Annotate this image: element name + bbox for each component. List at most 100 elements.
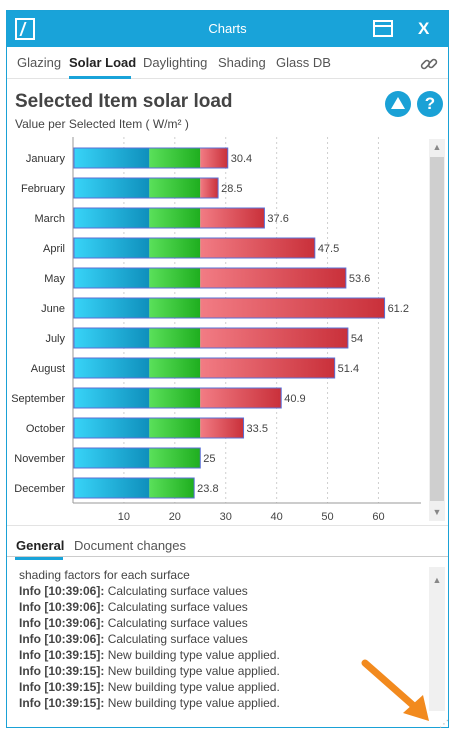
- x-tick-label: 50: [321, 511, 333, 523]
- bar-outline: [73, 327, 349, 349]
- orange-arrow-annotation: [361, 659, 429, 721]
- category-label: January: [26, 153, 66, 165]
- log-message: New building type value applied.: [104, 680, 280, 694]
- bar-segment-green: [149, 388, 201, 408]
- scroll-down-icon[interactable]: ▼: [432, 507, 442, 517]
- bar-value-label: 25: [203, 453, 215, 465]
- bar-segment-red: [200, 178, 219, 198]
- tab-document-changes[interactable]: Document changes: [74, 538, 187, 553]
- bar-segment-green: [149, 238, 201, 258]
- tab-glass-db[interactable]: Glass DB: [276, 55, 331, 70]
- bar-outline: [73, 177, 219, 199]
- maximize-icon[interactable]: [373, 20, 393, 37]
- tab-solar-load[interactable]: Solar Load: [69, 55, 137, 70]
- tab-general[interactable]: General: [16, 538, 65, 553]
- bar-outline: [73, 297, 386, 319]
- log-timestamp: Info [10:39:06]:: [19, 600, 105, 614]
- log-message: Calculating surface values: [104, 600, 248, 614]
- category-label: May: [44, 273, 65, 285]
- category-label: June: [41, 303, 65, 315]
- scroll-up-icon[interactable]: ▲: [432, 142, 442, 152]
- bar-segment-red: [200, 418, 244, 438]
- x-tick-label: 30: [220, 511, 232, 523]
- active-tab-indicator: [69, 76, 131, 79]
- bar-outline: [73, 477, 195, 499]
- tab-shading[interactable]: Shading: [218, 55, 266, 70]
- bar-value-label: 33.5: [247, 423, 268, 435]
- solar-load-chart: 10 20 30 40 50 60 January 30.4 February 28.5 March…: [11, 137, 421, 523]
- log-timestamp: Info [10:39:15]:: [19, 696, 105, 710]
- bar-value-label: 61.2: [388, 303, 409, 315]
- title-bar[interactable]: Charts X: [7, 11, 448, 47]
- log-entry: Info [10:39:15]: New building type value…: [19, 647, 419, 663]
- help-button[interactable]: ?: [417, 91, 443, 117]
- x-tick-label: 60: [372, 511, 384, 523]
- bar-outline: [73, 447, 201, 469]
- bar-segment-green: [149, 418, 201, 438]
- collapse-button[interactable]: [385, 91, 411, 117]
- log-entry: Info [10:39:06]: Calculating surface val…: [19, 599, 419, 615]
- bar-segment-red: [200, 328, 348, 348]
- charts-window: Charts X Glazing Solar Load Daylighting …: [6, 10, 449, 730]
- log-scrollbar[interactable]: ▲: [429, 567, 445, 711]
- bar-segment-red: [200, 388, 282, 408]
- category-label: December: [14, 483, 65, 495]
- bar-segment-red: [200, 268, 346, 288]
- bar-value-label: 23.8: [197, 483, 218, 495]
- log-timestamp: Info [10:39:15]:: [19, 664, 105, 678]
- bar-segment-blue: [74, 418, 150, 438]
- bar-segment-green: [149, 328, 201, 348]
- category-label: April: [43, 243, 65, 255]
- bar-outline: [73, 237, 316, 259]
- log-scroll-up-icon[interactable]: ▲: [432, 575, 442, 585]
- bar-outline: [73, 387, 282, 409]
- bar-value-label: 53.6: [349, 273, 370, 285]
- log-message: Calculating surface values: [104, 584, 248, 598]
- bar-segment-green: [149, 448, 201, 468]
- triangle-up-icon: [391, 97, 405, 109]
- panel-subtitle: Value per Selected Item ( W/m² ): [15, 117, 189, 131]
- bar-segment-blue: [74, 448, 150, 468]
- bar-segment-blue: [74, 388, 150, 408]
- log-timestamp: Info [10:39:06]:: [19, 632, 105, 646]
- bar-segment-blue: [74, 328, 150, 348]
- bar-segment-red: [200, 208, 265, 228]
- bar-value-label: 54: [351, 333, 363, 345]
- tab-daylighting[interactable]: Daylighting: [143, 55, 208, 70]
- bar-segment-green: [149, 268, 201, 288]
- log-message: Calculating surface values: [104, 632, 248, 646]
- category-label: October: [26, 423, 65, 435]
- x-tick-label: 10: [118, 511, 130, 523]
- chart-scrollbar[interactable]: ▲ ▼: [429, 139, 445, 521]
- bar-segment-blue: [74, 148, 150, 168]
- x-tick-label: 40: [271, 511, 283, 523]
- x-tick-label: 20: [169, 511, 181, 523]
- log-message: New building type value applied.: [104, 648, 280, 662]
- log-message: Calculating surface values: [104, 616, 248, 630]
- category-label: July: [45, 333, 65, 345]
- resize-grip-icon[interactable]: ⋰: [439, 719, 449, 730]
- bar-outline: [73, 417, 245, 439]
- category-label: February: [21, 183, 66, 195]
- bar-outline: [73, 357, 336, 379]
- bar-segment-red: [200, 148, 228, 168]
- close-button[interactable]: X: [418, 19, 430, 38]
- link-icon[interactable]: [419, 54, 439, 74]
- bar-outline: [73, 147, 229, 169]
- bar-segment-blue: [74, 208, 150, 228]
- log-entry: Info [10:39:15]: New building type value…: [19, 663, 419, 679]
- log-timestamp: Info [10:39:06]:: [19, 584, 105, 598]
- panel-title: Selected Item solar load: [15, 91, 233, 112]
- category-label: August: [31, 363, 65, 375]
- bar-segment-blue: [74, 478, 150, 498]
- category-label: March: [34, 213, 65, 225]
- bar-value-label: 37.6: [267, 213, 288, 225]
- bar-value-label: 40.9: [284, 393, 305, 405]
- log-entry: Info [10:39:06]: Calculating surface val…: [19, 583, 419, 599]
- chart-tabs: Glazing Solar Load Daylighting Shading G…: [7, 47, 448, 79]
- bar-value-label: 51.4: [338, 363, 359, 375]
- tab-glazing[interactable]: Glazing: [17, 55, 62, 70]
- bar-segment-blue: [74, 178, 150, 198]
- bar-segment-green: [149, 148, 201, 168]
- scrollbar-thumb[interactable]: [430, 157, 444, 501]
